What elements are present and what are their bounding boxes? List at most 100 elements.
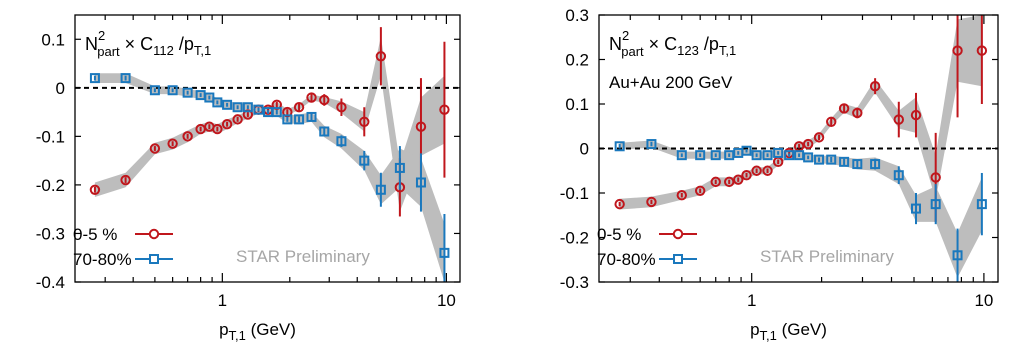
y-tick-label: 0 xyxy=(56,79,65,98)
data-point-central xyxy=(89,184,101,195)
data-point-central xyxy=(869,81,881,92)
data-point-peripheral xyxy=(695,150,706,161)
y-tick-label: 0.3 xyxy=(565,6,589,25)
data-point-peripheral xyxy=(911,203,922,214)
data-point-peripheral xyxy=(976,199,987,210)
data-point-peripheral xyxy=(952,250,963,261)
data-point-central xyxy=(120,174,131,186)
y-tick-label: -0.3 xyxy=(36,224,65,243)
data-point-peripheral xyxy=(167,85,178,96)
data-point-peripheral xyxy=(751,150,762,161)
data-point-peripheral xyxy=(294,114,305,125)
data-point-peripheral xyxy=(253,104,264,115)
y-tick-label: 0.2 xyxy=(565,51,589,70)
data-point-peripheral xyxy=(773,147,784,158)
data-point-central xyxy=(852,107,863,119)
legend-label: 0-5 % xyxy=(73,225,117,244)
title-subscript-3: T,1 xyxy=(719,43,736,58)
data-point-peripheral xyxy=(415,177,426,188)
data-point-central xyxy=(751,165,762,176)
plot-frame xyxy=(74,14,461,283)
data-point-peripheral xyxy=(762,150,773,161)
data-point-peripheral xyxy=(149,85,160,96)
legend-marker-peripheral xyxy=(149,254,159,264)
data-point-central xyxy=(733,174,744,185)
x-axis-label: pT,1 (GeV) xyxy=(750,320,827,343)
legend-marker-peripheral xyxy=(673,254,683,264)
data-point-peripheral xyxy=(282,114,293,125)
data-point-central xyxy=(893,114,904,125)
y-tick-label: 0 xyxy=(580,140,589,159)
data-point-central xyxy=(741,170,752,181)
title-subscript-3: T,1 xyxy=(194,43,211,58)
data-point-central xyxy=(762,165,773,176)
watermark-label: STAR Preliminary xyxy=(236,247,370,266)
data-point-central xyxy=(212,123,223,135)
data-point-central xyxy=(182,131,193,142)
x-axis-label-main: p xyxy=(219,320,228,339)
data-point-central xyxy=(813,132,825,143)
data-point-central xyxy=(976,45,988,56)
data-point-central xyxy=(359,116,370,128)
x-axis-label-main: p xyxy=(750,320,759,339)
title-superscript: 2 xyxy=(622,28,629,43)
data-point-peripheral xyxy=(182,87,193,98)
title-subscript-2: 123 xyxy=(677,43,699,58)
data-point-peripheral xyxy=(839,156,850,167)
data-point-peripheral xyxy=(710,150,721,161)
legend-marker-central xyxy=(148,228,160,240)
data-point-peripheral xyxy=(439,247,450,258)
data-point-peripheral xyxy=(803,152,814,163)
data-point-central xyxy=(910,109,922,121)
x-axis-label-subscript: T,1 xyxy=(229,328,246,343)
title-end: /p xyxy=(699,34,719,54)
data-point-central xyxy=(149,143,161,154)
legend-marker-central xyxy=(672,228,684,240)
data-point-peripheral xyxy=(242,102,253,113)
y-tick-label: -0.2 xyxy=(560,229,589,248)
data-point-central xyxy=(838,103,850,114)
panel-title: N2 part × C123 /pT,1 xyxy=(609,28,736,59)
title-subscript: part xyxy=(97,44,120,59)
data-point-peripheral xyxy=(375,184,386,195)
title-main: N xyxy=(85,34,98,54)
data-point-central xyxy=(167,138,178,149)
data-point-central xyxy=(336,102,347,113)
y-tick-label: 0.1 xyxy=(41,30,65,49)
title-subscript: part xyxy=(621,44,644,59)
panel-title: N2 part × C112 /pT,1 xyxy=(85,28,211,59)
data-point-peripheral xyxy=(89,73,100,84)
data-point-peripheral xyxy=(271,107,282,118)
systematic-band-peripheral xyxy=(94,73,445,282)
data-point-peripheral xyxy=(232,102,243,113)
data-point-peripheral xyxy=(724,150,735,161)
data-point-central xyxy=(930,172,941,183)
data-point-peripheral xyxy=(794,150,805,161)
data-point-peripheral xyxy=(646,139,657,150)
data-point-peripheral xyxy=(741,145,752,156)
data-point-central xyxy=(694,185,706,196)
data-point-central xyxy=(646,196,657,208)
data-point-peripheral xyxy=(120,73,131,84)
data-point-peripheral xyxy=(359,155,370,166)
x-axis-label: pT,1 (GeV) xyxy=(219,320,296,343)
data-point-central xyxy=(723,176,735,188)
data-point-central xyxy=(826,116,837,128)
x-axis-label-subscript: T,1 xyxy=(760,328,777,343)
data-point-peripheral xyxy=(306,111,317,122)
systematic-band-central xyxy=(619,15,982,210)
data-point-peripheral xyxy=(930,199,941,210)
data-point-central xyxy=(415,121,427,132)
x-axis-label-unit: (GeV) xyxy=(777,320,827,339)
y-tick-label: -0.1 xyxy=(36,127,65,146)
data-point-central xyxy=(802,138,814,150)
legend-label: 70-80% xyxy=(597,250,656,269)
x-tick-label: 1 xyxy=(747,291,756,310)
y-tick-label: -0.3 xyxy=(560,273,589,292)
data-point-central xyxy=(375,51,387,62)
data-point-central xyxy=(676,190,687,201)
data-point-peripheral xyxy=(212,97,223,108)
